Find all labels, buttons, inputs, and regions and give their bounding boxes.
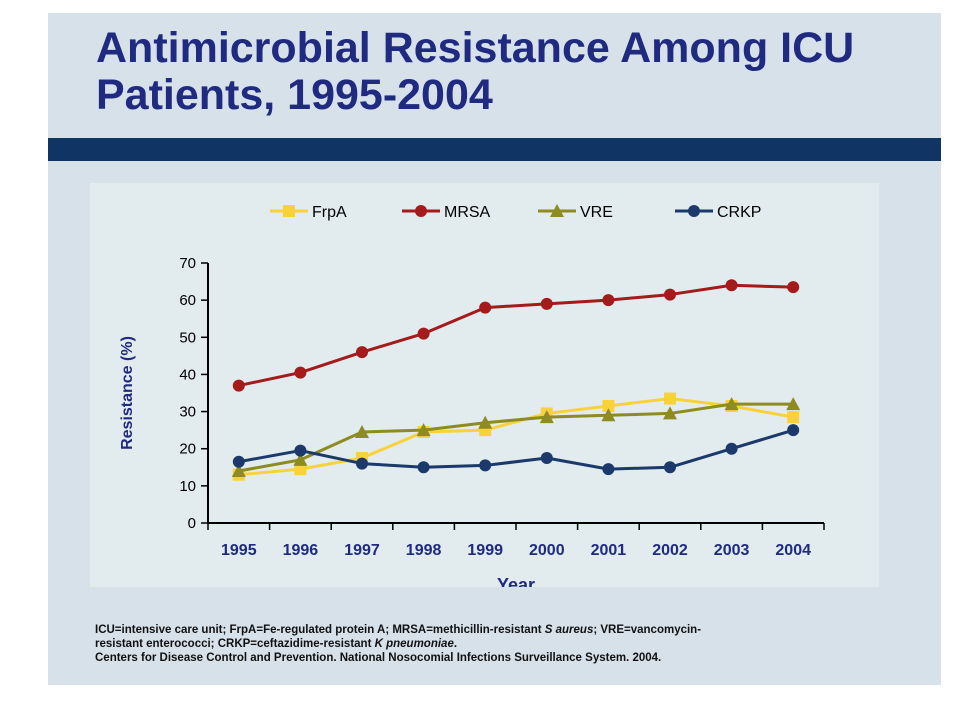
data-point-crkp (356, 457, 368, 470)
data-point-crkp (540, 452, 553, 464)
data-point-vre (416, 423, 431, 437)
data-point-vre (539, 410, 554, 424)
legend-marker-vre (550, 204, 564, 217)
data-point-crkp (479, 459, 492, 472)
footnote-text: . (453, 638, 458, 650)
data-point-mrsa (356, 346, 368, 359)
data-point-mrsa (540, 297, 553, 310)
data-point-vre (663, 406, 677, 420)
footnote-organism: S aureus (544, 624, 594, 636)
series-line-frpa (238, 397, 794, 477)
x-tick-label: 2004 (775, 542, 811, 559)
slide: Antimicrobial Resistance Among ICU Patie… (48, 13, 941, 685)
data-point-crkp (725, 442, 738, 455)
title-divider-bar (48, 138, 941, 161)
footnote: ICU=intensive care unit; FrpA=Fe-regulat… (95, 623, 915, 665)
legend-label-crkp: CRKP (717, 204, 761, 221)
data-point-vre (724, 397, 739, 411)
x-tick-label: 1999 (467, 542, 503, 559)
y-tick-label: 60 (179, 292, 196, 309)
slide-title: Antimicrobial Resistance Among ICU Patie… (96, 24, 855, 119)
data-point-vre (601, 408, 616, 422)
data-point-mrsa (479, 301, 492, 314)
footnote-line-1: ICU=intensive care unit; FrpA=Fe-regulat… (95, 623, 915, 637)
footnote-line-2: resistant enterococci; CRKP=ceftazidime-… (95, 637, 915, 651)
data-point-vre (231, 464, 246, 477)
data-point-mrsa (725, 279, 738, 292)
chart-panel: 0 10 20 30 40 50 60 70 1995 1996 1997 1998 1999 2000 2… (90, 183, 879, 587)
legend-label-vre: VRE (580, 204, 613, 221)
data-point-mrsa (602, 294, 615, 307)
legend-marker-frpa (283, 205, 295, 217)
footnote-text: ICU=intensive care unit; FrpA=Fe-regulat… (95, 624, 545, 636)
data-point-mrsa (787, 281, 800, 294)
series-line-crkp (238, 428, 794, 471)
y-tick-label: 0 (188, 515, 196, 532)
data-point-crkp (602, 463, 615, 476)
footnote-text: ; VRE=vancomycin- (593, 624, 702, 636)
data-point-crkp (294, 444, 307, 457)
data-point-mrsa (232, 379, 245, 392)
x-axis-title: Year (497, 575, 535, 587)
data-point-vre (293, 452, 308, 466)
y-axis-title: Resistance (%) (119, 336, 136, 450)
data-point-frpa (664, 392, 676, 405)
data-point-vre (478, 415, 493, 429)
y-tick-label: 40 (179, 366, 196, 383)
legend-label-frpa: FrpA (312, 204, 347, 221)
x-tick-label: 1996 (283, 542, 319, 559)
data-point-crkp (417, 461, 430, 474)
data-point-frpa (294, 463, 307, 476)
series-line-vre (238, 402, 794, 473)
data-point-crkp (232, 455, 245, 468)
footnote-organism: K pneumoniae (374, 638, 454, 650)
series-line-mrsa (238, 283, 794, 388)
x-tick-label: 1998 (406, 542, 442, 559)
data-point-mrsa (664, 288, 676, 301)
legend-marker-crkp (688, 205, 700, 217)
data-point-crkp (664, 461, 676, 474)
x-tick-label: 2001 (591, 542, 627, 559)
data-point-frpa (787, 411, 800, 424)
data-point-frpa (602, 400, 615, 412)
y-tick-label: 70 (179, 255, 196, 272)
data-point-vre (355, 425, 369, 438)
x-tick-label: 2003 (714, 542, 750, 559)
x-tick-label: 1997 (344, 542, 380, 559)
y-tick-label: 50 (179, 329, 196, 346)
y-tick-label: 20 (179, 441, 196, 458)
data-point-crkp (787, 424, 800, 437)
x-tick-label: 2000 (529, 542, 565, 559)
data-point-mrsa (294, 366, 307, 379)
resistance-line-chart: 0 10 20 30 40 50 60 70 1995 1996 1997 1998 1999 2000 2… (119, 204, 825, 587)
legend-label-mrsa: MRSA (444, 204, 491, 221)
y-tick-label: 10 (179, 478, 196, 495)
y-tick-label: 30 (179, 404, 196, 421)
legend-marker-mrsa (415, 205, 427, 217)
x-tick-label: 1995 (221, 542, 257, 559)
data-point-mrsa (417, 327, 430, 340)
x-tick-label: 2002 (652, 542, 688, 559)
footnote-text: resistant enterococci; CRKP=ceftazidime-… (95, 638, 375, 650)
data-point-vre (786, 397, 801, 411)
footnote-source: Centers for Disease Control and Preventi… (95, 652, 662, 664)
